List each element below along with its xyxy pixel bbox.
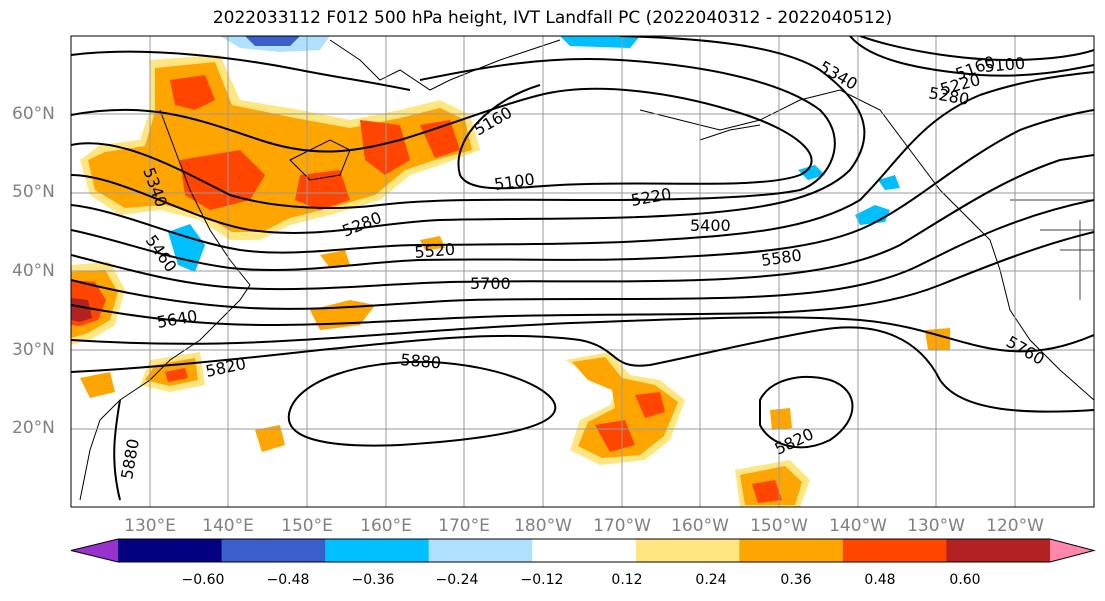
colorbar-tick-label: −0.24 — [435, 572, 479, 588]
colorbar-extend-min — [71, 539, 118, 562]
colorbar-segment — [428, 539, 533, 562]
lon-label: 160°W — [671, 516, 729, 536]
colorbar-tick-label: −0.48 — [266, 572, 310, 588]
contour-label: 5520 — [414, 240, 456, 262]
lat-label: 60°N — [12, 104, 55, 124]
ivt-fill-layer — [71, 36, 950, 507]
colorbar-tick-label: 0.60 — [949, 572, 981, 588]
lon-label: 170°W — [593, 516, 651, 536]
colorbar — [70, 538, 1096, 563]
lat-label: 50°N — [12, 182, 55, 202]
colorbar-tick-label: 0.12 — [611, 572, 643, 588]
colorbar-tick-label: 0.48 — [864, 572, 896, 588]
lon-label: 140°E — [202, 516, 254, 536]
borders — [1010, 199, 1094, 300]
colorbar-segment — [635, 539, 740, 562]
colorbar-segment — [842, 539, 947, 562]
height-contours — [71, 36, 1094, 501]
colorbar-segment — [325, 539, 430, 562]
lon-label: 120°W — [986, 516, 1044, 536]
colorbar-outline — [70, 538, 1096, 563]
contour-label: 5100 — [984, 54, 1026, 76]
lon-label: 130°E — [124, 516, 176, 536]
lon-label: 180°W — [514, 516, 572, 536]
contour-label: 5700 — [470, 274, 511, 293]
graticule — [71, 36, 1094, 507]
figure-title: 2022033112 F012 500 hPa height, IVT Land… — [212, 8, 893, 28]
lat-label: 20°N — [12, 418, 55, 438]
colorbar-segment — [118, 539, 223, 562]
lat-label: 30°N — [12, 340, 55, 360]
lon-label: 150°E — [281, 516, 333, 536]
colorbar-segment — [221, 539, 326, 562]
map-frame — [70, 35, 1095, 508]
lon-label: 150°W — [750, 516, 808, 536]
colorbar-extend-max — [1050, 539, 1094, 562]
colorbar-tick-label: 0.36 — [780, 572, 812, 588]
colorbar-tick-label: −0.60 — [181, 572, 225, 588]
colorbar-segment — [739, 539, 844, 562]
lon-label: 160°E — [360, 516, 412, 536]
lon-label: 140°W — [829, 516, 887, 536]
contour-labels: 5160 5100 5220 5280 5340 5520 5400 5580 … — [117, 52, 1048, 481]
colorbar-tick-label: 0.24 — [695, 572, 727, 588]
colorbar-tick-label: −0.36 — [351, 572, 395, 588]
coastlines — [79, 39, 1094, 501]
lon-label: 170°E — [438, 516, 490, 536]
contour-label: 5400 — [690, 216, 731, 235]
lat-label: 40°N — [12, 261, 55, 281]
colorbar-segment — [532, 539, 637, 562]
lon-label: 130°W — [907, 516, 965, 536]
colorbar-tick-label: −0.12 — [520, 572, 564, 588]
negative-ivt-region-japan — [168, 224, 205, 272]
contour-label: 5880 — [400, 350, 442, 372]
colorbar-segment — [946, 539, 1051, 562]
